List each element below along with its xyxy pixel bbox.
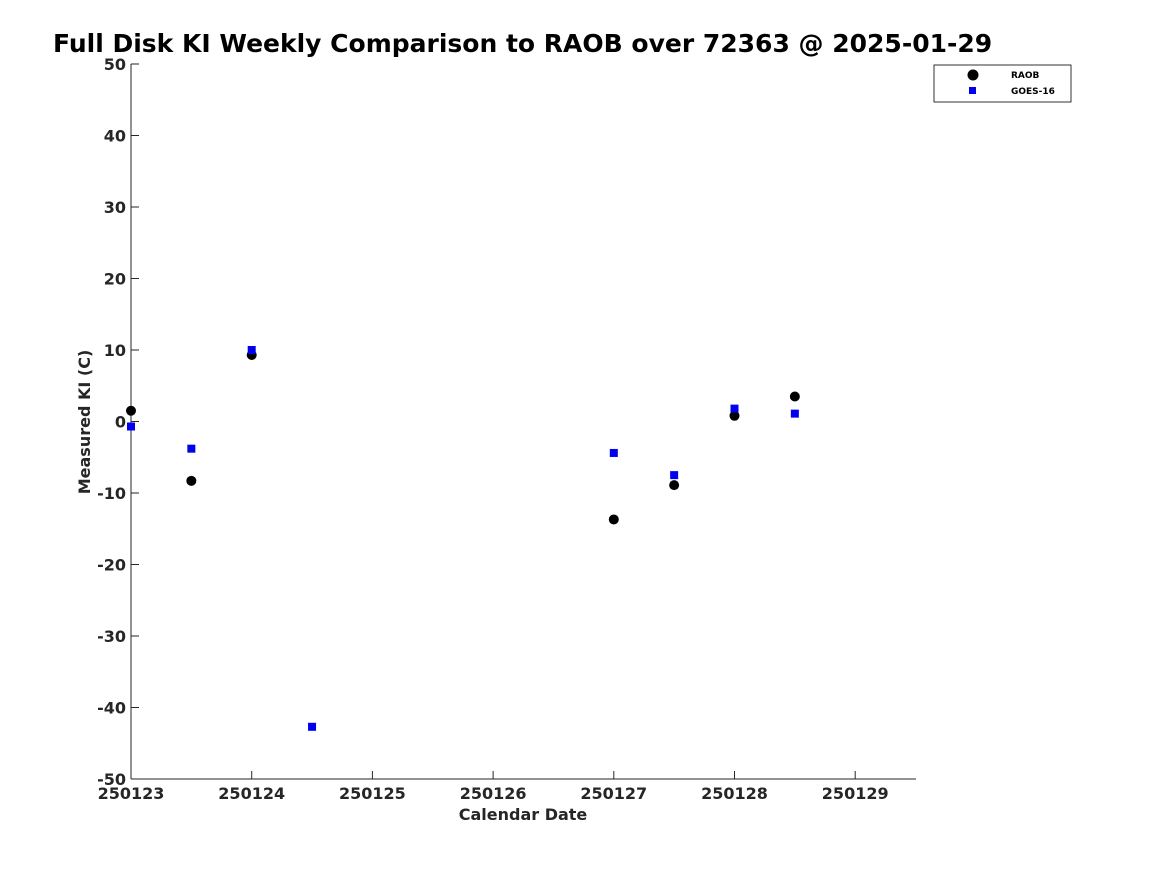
legend-label-raob: RAOB — [1011, 71, 1040, 81]
point-goes16 — [127, 422, 135, 431]
y-tick-label: 20 — [104, 270, 126, 289]
y-tick-label: 10 — [104, 341, 126, 360]
y-tick-label: 0 — [115, 413, 126, 432]
x-tick-label: 250129 — [822, 784, 889, 803]
x-tick-label: 250128 — [701, 784, 768, 803]
x-tick-label: 250126 — [460, 784, 527, 803]
y-tick-label: -10 — [97, 484, 126, 503]
legend-label-goes16: GOES-16 — [1011, 87, 1055, 97]
point-goes16 — [670, 471, 679, 480]
y-tick-label: 40 — [104, 127, 126, 146]
data-points — [126, 346, 800, 731]
legend-marker-goes16 — [969, 87, 976, 94]
point-goes16 — [187, 444, 196, 453]
legend: RAOB GOES-16 — [933, 64, 1072, 103]
y-tick-label: -40 — [97, 699, 126, 718]
y-tick-label: 50 — [104, 55, 126, 74]
legend-box — [933, 64, 1072, 103]
axes — [130, 64, 916, 780]
x-tick-label: 250127 — [580, 784, 647, 803]
point-raob — [729, 410, 740, 421]
x-axis-label: Calendar Date — [459, 805, 588, 824]
y-tick-label: -30 — [97, 627, 126, 646]
y-axis-label: Measured KI (C) — [75, 350, 94, 495]
x-tick-label: 250123 — [98, 784, 165, 803]
point-goes16 — [790, 409, 799, 418]
point-goes16 — [308, 722, 317, 731]
y-tick-label: 30 — [104, 198, 126, 217]
point-raob — [789, 391, 800, 402]
x-tick-label: 250124 — [218, 784, 285, 803]
point-raob — [186, 475, 197, 486]
point-goes16 — [247, 346, 256, 354]
y-ticks: 50 40 30 20 10 0 -10 -20 -30 -40 -50 — [97, 55, 139, 789]
point-raob — [126, 405, 136, 416]
y-tick-label: -20 — [97, 556, 126, 575]
legend-marker-raob — [967, 69, 979, 81]
point-raob — [669, 480, 680, 491]
point-goes16 — [730, 404, 739, 413]
x-ticks: 250123 250124 250125 250126 250127 250128 2501… — [98, 771, 889, 803]
x-tick-label: 250125 — [339, 784, 406, 803]
chart-title: Full Disk KI Weekly Comparison to RAOB o… — [53, 29, 992, 58]
y-tick-label: -50 — [97, 770, 126, 789]
point-goes16 — [609, 448, 618, 457]
point-raob — [608, 514, 619, 525]
